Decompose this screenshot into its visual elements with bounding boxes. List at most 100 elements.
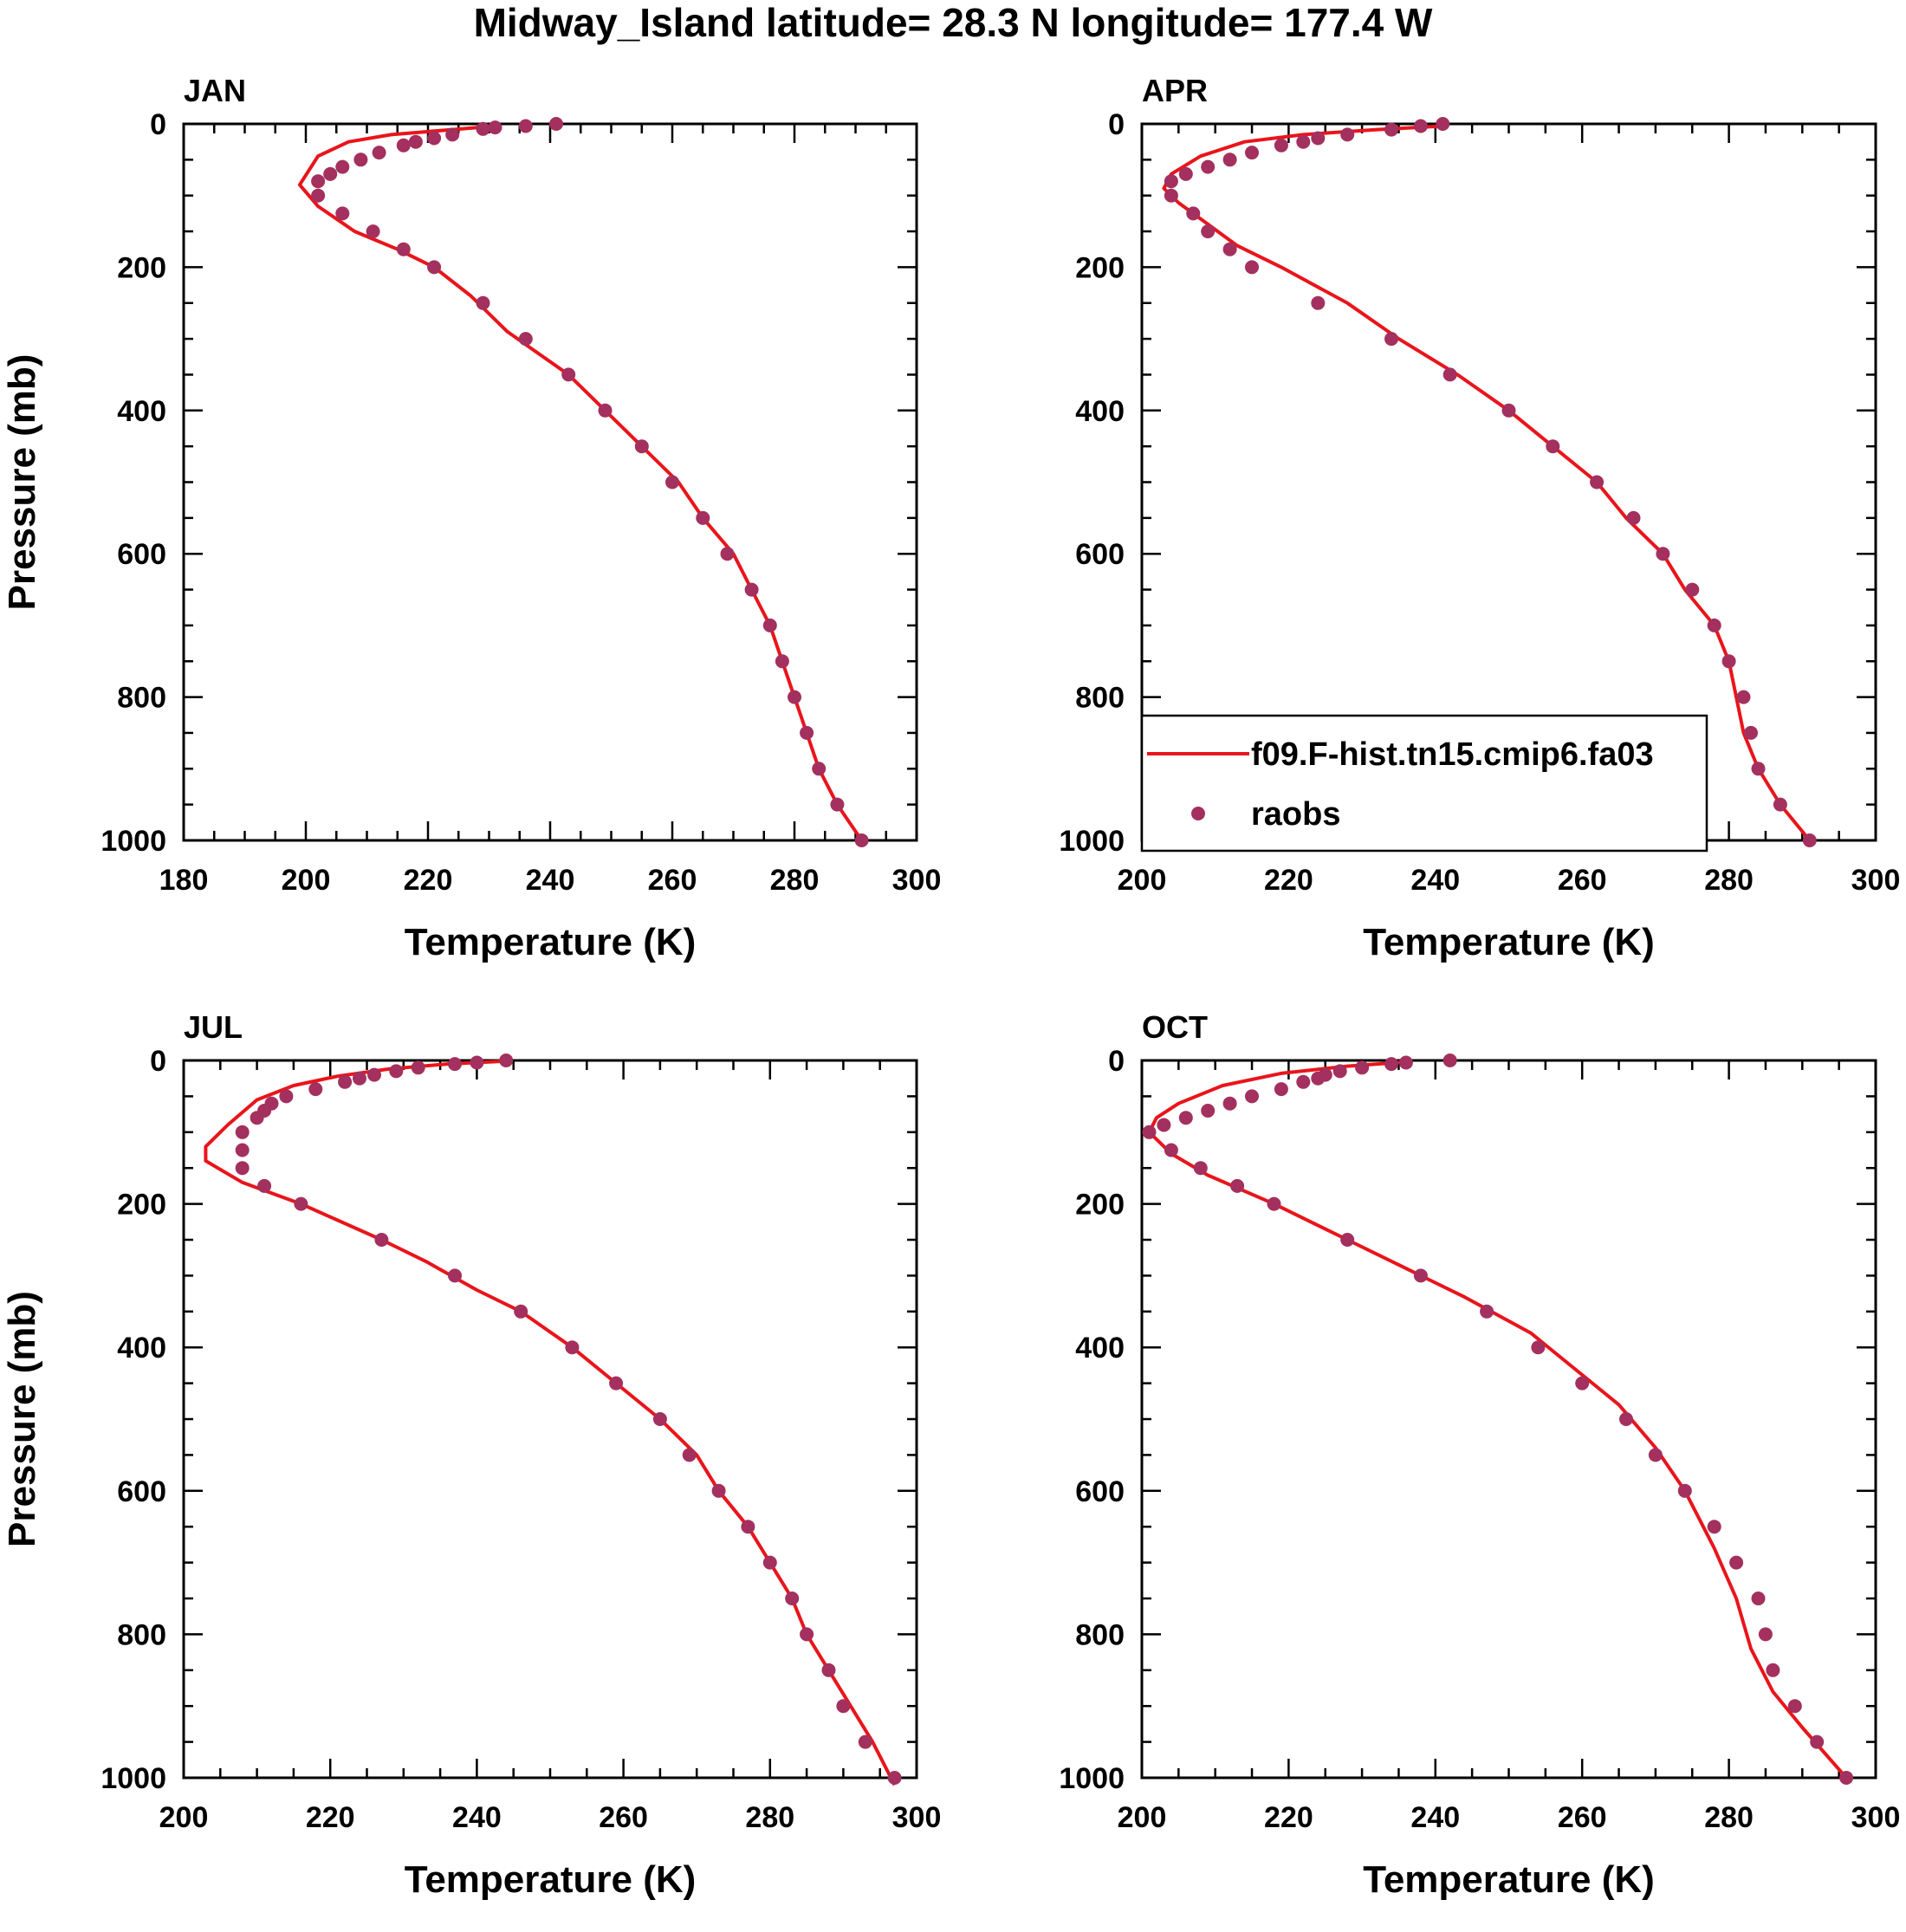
model-profile-line [1162,124,1812,842]
x-tick-label: 200 [1118,1801,1167,1834]
raobs-point [408,134,423,149]
raobs-point [1501,403,1516,418]
x-tick-label: 300 [892,864,942,897]
raobs-point [279,1089,294,1104]
raobs-point [1384,332,1398,347]
raobs-point [1677,1483,1692,1498]
raobs-point [561,367,576,382]
y-tick-label: 800 [117,1618,166,1651]
raobs-point [812,762,827,776]
raobs-point [1193,1161,1208,1176]
raobs-point [1164,1143,1178,1157]
y-tick-label: 1000 [1059,1762,1125,1795]
panel-label: JAN [184,73,246,108]
model-profile-line [1147,1060,1848,1780]
raobs-point [514,1304,528,1319]
raobs-point [1590,475,1605,489]
raobs-point [308,1082,323,1097]
raobs-point [1178,1111,1193,1125]
legend-obs-label: raobs [1251,796,1340,833]
raobs-point [235,1143,250,1157]
raobs-point [652,1412,667,1426]
raobs-point [1721,654,1736,669]
y-tick-label: 200 [117,251,166,284]
raobs-point [1201,1104,1216,1118]
raobs-point [775,654,789,669]
x-tick-label: 260 [1558,864,1607,897]
y-axis-label: Pressure (mb) [1,354,43,611]
raobs-point [1274,1082,1288,1097]
raobs-point [1332,1064,1347,1079]
y-tick-label: 1000 [100,825,166,858]
raobs-point [367,1067,381,1082]
y-axis-label: Pressure (mb) [1,1291,43,1547]
y-tick-label: 600 [1075,1475,1125,1508]
raobs-point [696,510,710,525]
raobs-point [1384,1057,1398,1072]
raobs-point [720,547,735,561]
raobs-point [1751,762,1766,776]
raobs-point [353,152,368,167]
raobs-point [858,1734,872,1749]
panel-jul: JUL 200 220 240 260 280 300 0 200 400 600 800 1000 Te… [1,1009,941,1901]
raobs-point [854,833,869,847]
x-axis-label: Temperature (K) [405,921,697,963]
raobs-point [1656,547,1670,561]
raobs-point [1839,1771,1854,1785]
y-tick-label: 200 [1075,1189,1125,1222]
raobs-point [518,119,533,133]
raobs-point [250,1111,264,1125]
raobs-point [338,1074,353,1089]
y-tick-label: 600 [1075,538,1125,571]
raobs-point [1222,242,1237,256]
raobs-point [499,1054,514,1067]
x-tick-label: 300 [1851,1801,1901,1834]
raobs-point [1766,1663,1780,1677]
raobs-points [235,1054,902,1785]
raobs-point [634,439,649,454]
raobs-point [821,1663,836,1677]
raobs-point [1311,295,1326,310]
raobs-points [311,117,869,847]
raobs-point [1340,1233,1355,1247]
y-tick-label: 600 [117,1475,166,1508]
raobs-point [1546,439,1560,454]
raobs-point [1384,122,1398,137]
raobs-point [1245,260,1259,275]
raobs-point [235,1125,250,1139]
raobs-point [1810,1734,1825,1749]
raobs-point [366,224,380,239]
x-tick-label: 180 [159,864,209,897]
raobs-point [372,146,386,160]
y-tick-label: 0 [1108,1045,1125,1078]
raobs-point [1296,134,1311,149]
raobs-point [549,117,563,131]
raobs-point [411,1060,425,1075]
raobs-point [488,120,502,135]
raobs-point [470,1055,484,1070]
raobs-point [1707,618,1721,632]
raobs-point [374,1233,389,1247]
raobs-point [396,138,411,152]
raobs-point [311,188,326,203]
x-tick-label: 280 [770,864,820,897]
raobs-point [518,332,533,347]
raobs-point [830,797,845,812]
x-tick-label: 240 [1410,1801,1460,1834]
raobs-point [609,1376,624,1391]
y-tick-label: 200 [1075,251,1125,284]
raobs-point [1744,725,1758,740]
raobs-point [476,295,490,310]
raobs-point [396,242,411,256]
model-profile-line [297,124,864,842]
raobs-point [1729,1555,1744,1570]
raobs-point [448,1057,462,1072]
raobs-point [1802,833,1817,847]
raobs-points [1164,117,1817,847]
raobs-point [257,1178,272,1193]
raobs-point [235,1161,250,1176]
raobs-point [1736,690,1751,704]
raobs-point [1575,1376,1590,1391]
raobs-point [1186,206,1201,221]
raobs-point [1222,152,1237,167]
